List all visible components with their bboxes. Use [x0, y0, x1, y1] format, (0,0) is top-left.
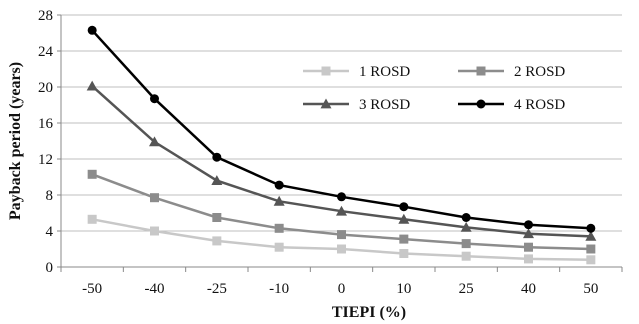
y-tick-label: 24: [38, 44, 54, 60]
data-point: [212, 236, 222, 246]
x-tick-labels: -50 -40 -25 -10 0 10 25 40 50: [82, 281, 598, 297]
legend-marker: [321, 66, 331, 76]
legend-label: 1 ROSD: [359, 64, 410, 80]
x-tick-label: 10: [396, 281, 411, 297]
data-point: [274, 180, 284, 190]
y-tick-label: 0: [46, 260, 54, 276]
data-point: [399, 202, 409, 212]
data-point: [273, 195, 285, 206]
data-point: [274, 242, 284, 252]
data-point: [86, 80, 98, 91]
x-axis-title: TIEPI (%): [332, 304, 406, 321]
data-point: [337, 230, 346, 240]
data-point: [149, 136, 160, 147]
x-tick-label: 50: [583, 281, 598, 297]
series-line: [91, 218, 591, 262]
legend-label: 2 ROSD: [514, 64, 565, 80]
legend-item: 3 ROSD: [303, 97, 410, 113]
data-point: [212, 213, 222, 222]
data-point: [399, 249, 409, 258]
x-tick-label: 0: [338, 281, 346, 297]
x-tick-label: -10: [269, 281, 289, 297]
legend-marker: [476, 66, 486, 76]
data-point: [399, 234, 409, 244]
data-point: [337, 192, 346, 202]
y-tick-label: 4: [46, 224, 54, 240]
series-4: [87, 25, 596, 233]
data-point: [87, 214, 97, 224]
data-point: [398, 213, 410, 224]
legend-label: 3 ROSD: [359, 97, 410, 113]
data-point: [461, 251, 471, 261]
data-point: [460, 221, 472, 232]
y-tick-label: 28: [38, 8, 53, 24]
data-point: [274, 223, 284, 233]
y-tick-label: 8: [46, 188, 54, 204]
legend-item: 1 ROSD: [303, 64, 410, 80]
x-tick-label: -40: [145, 281, 165, 297]
x-tick-label: -50: [82, 281, 102, 297]
data-point: [586, 255, 596, 265]
data-point: [524, 254, 533, 264]
data-point: [586, 223, 596, 233]
data-point: [336, 205, 347, 216]
data-point: [150, 226, 159, 236]
y-tick-label: 16: [38, 116, 54, 132]
data-point: [523, 228, 534, 239]
x-tick-label: 40: [521, 281, 536, 297]
series-lines: [86, 25, 597, 265]
data-point: [586, 244, 596, 254]
legend-label: 4 ROSD: [514, 97, 565, 113]
data-point: [87, 169, 97, 179]
data-point: [461, 213, 471, 222]
y-axis-title: Payback period (years): [7, 62, 24, 220]
x-tick-label: 25: [459, 281, 474, 297]
series-1: [87, 214, 596, 265]
data-point: [524, 220, 533, 230]
legend-item: 4 ROSD: [458, 97, 565, 113]
series-2: [87, 169, 596, 254]
data-point: [150, 193, 159, 203]
x-tick-label: -25: [207, 281, 227, 297]
data-point: [87, 25, 97, 35]
legend-item: 2 ROSD: [458, 64, 565, 80]
legend-marker: [476, 99, 486, 109]
y-tick-labels: 0 4 8 12 16 20 24 28: [38, 8, 54, 276]
axes: [57, 14, 623, 272]
legend: 1 ROSD 2 ROSD 3 ROSD 4 ROSD: [303, 64, 565, 113]
data-point: [337, 244, 346, 254]
legend-marker: [320, 98, 332, 109]
series-3: [86, 80, 597, 241]
data-point: [461, 239, 471, 249]
data-point: [585, 230, 597, 241]
data-point: [524, 242, 533, 252]
y-tick-label: 12: [38, 152, 53, 168]
y-tick-label: 20: [38, 80, 53, 96]
data-point: [150, 94, 159, 104]
data-point: [211, 175, 223, 185]
data-point: [212, 152, 222, 162]
